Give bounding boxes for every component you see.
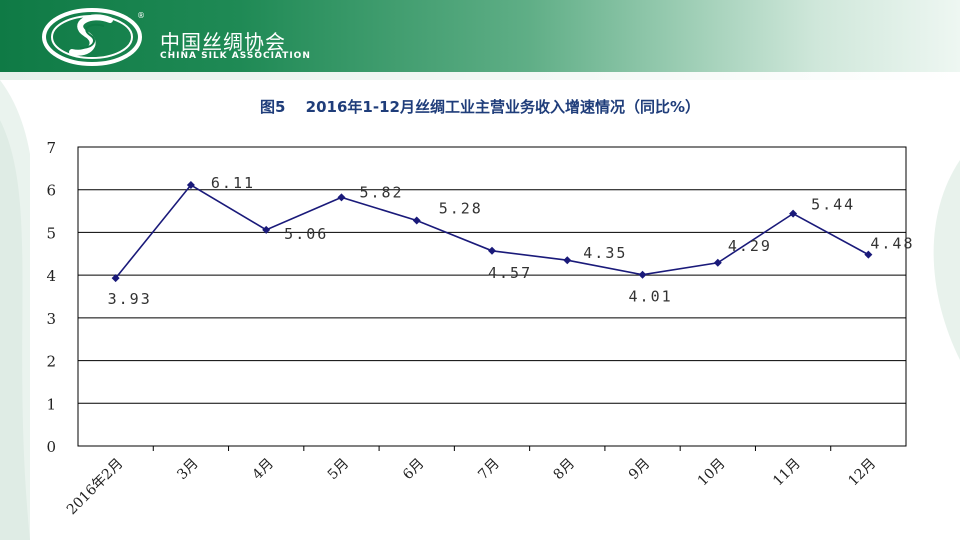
data-label: 4.29 <box>728 237 772 255</box>
y-tick-label: 5 <box>46 224 56 242</box>
data-point-marker <box>789 209 798 218</box>
data-label: 4.01 <box>629 288 673 306</box>
chart-title: 图5 2016年1-12月丝绸工业主营业务收入增速情况（同比%） <box>260 98 700 116</box>
data-point-marker <box>412 216 421 225</box>
header-band <box>0 72 960 80</box>
data-point-marker <box>111 274 120 283</box>
org-name-cn: 中国丝绸协会 <box>160 30 286 54</box>
data-point-marker <box>337 193 346 202</box>
data-point-marker <box>864 250 873 259</box>
data-point-marker <box>186 181 195 190</box>
data-label: 5.06 <box>284 225 328 243</box>
data-label: 5.82 <box>359 183 403 201</box>
y-tick-label: 6 <box>46 182 56 200</box>
data-label: 3.93 <box>108 290 152 308</box>
y-tick-label: 1 <box>46 395 56 413</box>
data-point-marker <box>638 270 647 279</box>
y-tick-label: 4 <box>46 267 56 285</box>
data-label: 5.28 <box>439 199 483 217</box>
y-tick-label: 7 <box>46 139 56 157</box>
data-label: 4.57 <box>488 264 532 282</box>
y-tick-label: 3 <box>46 310 56 328</box>
silk-association-logo: ® <box>42 8 145 66</box>
data-label: 4.35 <box>583 244 627 262</box>
data-point-marker <box>262 225 271 234</box>
decorative-swoosh-right <box>933 160 960 360</box>
data-label: 5.44 <box>811 196 855 214</box>
plot-area <box>77 146 907 447</box>
data-label: 6.11 <box>211 174 255 192</box>
data-point-marker <box>713 258 722 267</box>
data-point-marker <box>488 246 496 255</box>
data-label: 4.48 <box>870 235 914 253</box>
y-tick-label: 2 <box>46 353 56 371</box>
data-point-marker <box>563 256 572 265</box>
header-banner <box>0 0 960 72</box>
registered-mark: ® <box>137 11 145 20</box>
org-name-en: CHINA SILK ASSOCIATION <box>160 51 311 61</box>
y-tick-label: 0 <box>46 438 56 456</box>
